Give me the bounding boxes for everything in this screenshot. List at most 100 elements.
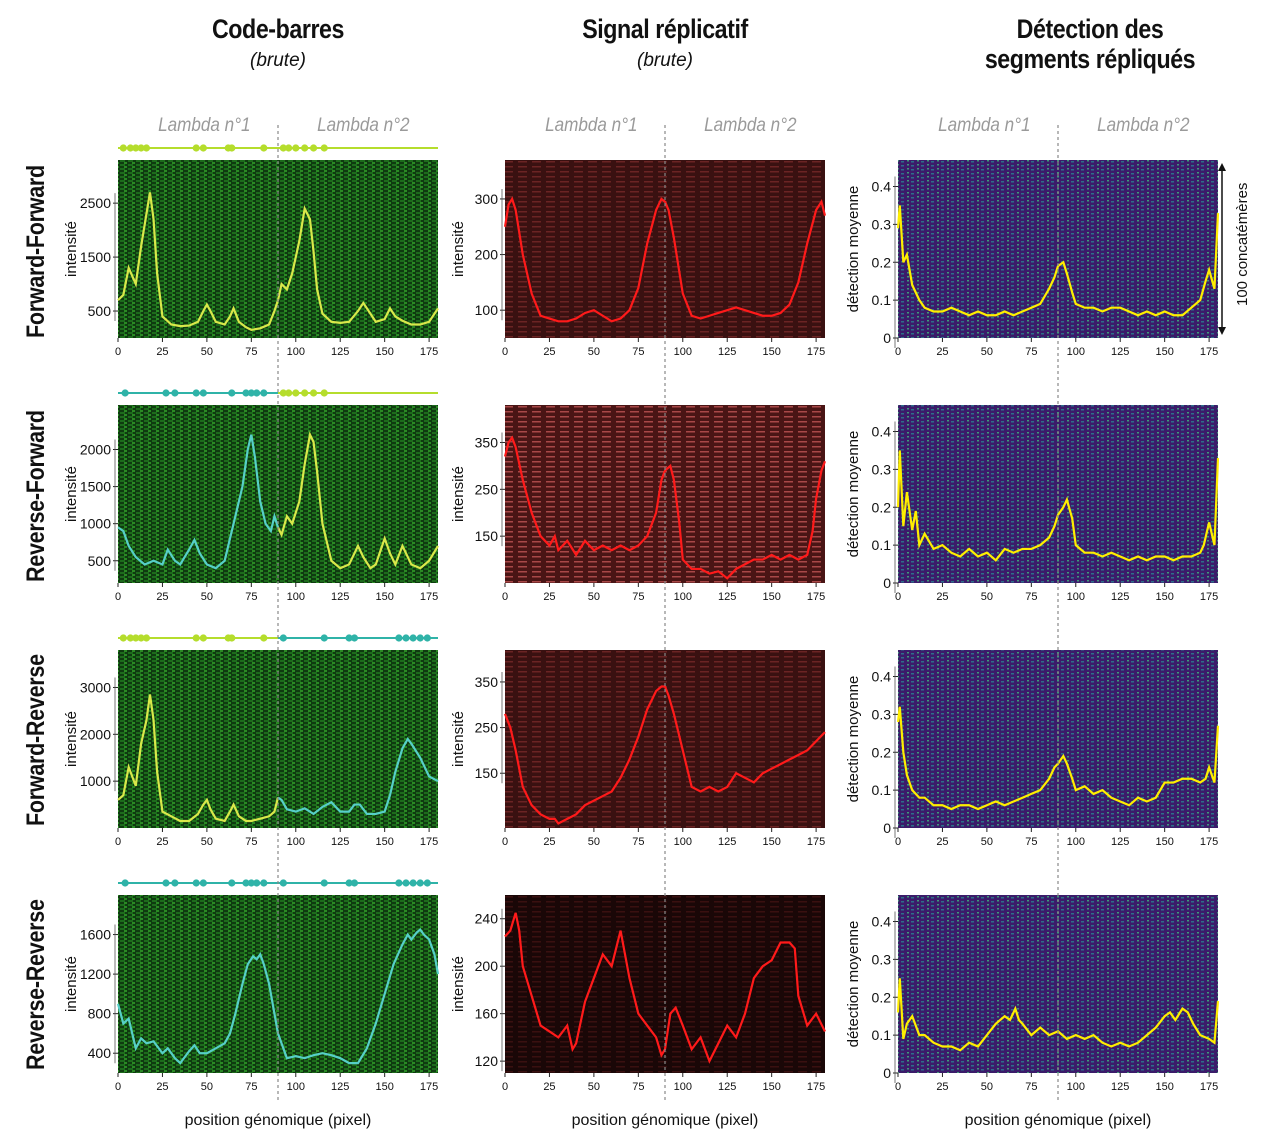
x-tick-label: 150 — [762, 836, 780, 848]
y-tick-label: 0.2 — [872, 254, 892, 270]
orientation-dot — [279, 879, 287, 887]
orientation-dot — [402, 634, 410, 642]
y-tick-label: 400 — [88, 1045, 112, 1061]
x-tick-label: 175 — [1200, 836, 1218, 848]
x-tick-label: 100 — [674, 346, 692, 358]
panel-signal-1: 150 250 350 intensité 0 25 50 75 100 125 150 175 — [450, 405, 827, 603]
y-tick-label: 1000 — [80, 516, 111, 532]
lambda-label-2-signal: Lambda n°2 — [704, 115, 797, 136]
orientation-dot — [320, 144, 328, 152]
x-tick-label: 175 — [420, 1081, 438, 1093]
y-axis-label: intensité — [450, 466, 467, 522]
orientation-dot — [309, 389, 318, 397]
x-tick-label: 100 — [287, 591, 305, 603]
y-tick-label: 2000 — [80, 726, 111, 742]
x-tick-label: 175 — [1200, 591, 1218, 603]
x-tick-label: 50 — [981, 346, 993, 358]
y-tick-label: 0.2 — [872, 989, 892, 1005]
column-title-signal: Signal réplicatif — [582, 14, 748, 44]
y-tick-label: 3000 — [80, 679, 111, 695]
x-tick-label: 150 — [762, 1081, 780, 1093]
column-title-detection-line2: segments répliqués — [984, 44, 1196, 74]
y-axis-label: intensité — [450, 956, 467, 1012]
lambda-label-2-barcode: Lambda n°2 — [317, 115, 410, 136]
x-tick-label: 125 — [718, 836, 736, 848]
y-axis-label: intensité — [450, 221, 467, 277]
y-tick-label: 150 — [475, 765, 499, 781]
orientation-dot — [126, 634, 135, 642]
column-subtitle-barcode: (brute) — [250, 50, 306, 71]
y-tick-label: 0.1 — [872, 537, 892, 553]
row-label-3: Reverse-Reverse — [22, 899, 50, 1070]
x-tick-label: 175 — [807, 346, 825, 358]
orientation-dot — [199, 879, 207, 887]
row-label-2: Forward-Reverse — [22, 654, 50, 826]
y-tick-label: 1500 — [80, 479, 111, 495]
x-tick-label: 0 — [895, 836, 901, 848]
x-tick-label: 175 — [807, 1081, 825, 1093]
y-tick-label: 0.4 — [872, 914, 892, 930]
orientation-dot — [292, 389, 300, 397]
x-tick-label: 125 — [331, 836, 349, 848]
x-tick-label: 50 — [588, 591, 600, 603]
x-tick-label: 0 — [115, 346, 121, 358]
heatmap-barcode — [118, 160, 438, 338]
orientation-dot — [253, 389, 261, 397]
barcode-series-line-right — [277, 431, 439, 570]
lambda-label-1-signal: Lambda n°1 — [545, 115, 638, 136]
x-tick-label: 175 — [420, 836, 438, 848]
y-tick-label: 100 — [475, 302, 499, 318]
y-tick-label: 160 — [475, 1006, 499, 1022]
x-tick-label: 100 — [674, 836, 692, 848]
orientation-dot — [409, 879, 417, 887]
x-tick-label: 100 — [1067, 346, 1085, 358]
orientation-dot — [199, 144, 207, 152]
y-tick-label: 0.2 — [872, 744, 892, 760]
orientation-dot — [119, 144, 127, 152]
column-title-barcode: Code-barres — [211, 14, 345, 44]
orientation-dot — [137, 144, 145, 152]
y-tick-label: 0.4 — [872, 424, 892, 440]
row-label-0: Forward-Forward — [22, 165, 50, 338]
x-tick-label: 75 — [632, 346, 644, 358]
orientation-dot — [192, 634, 200, 642]
x-tick-label: 0 — [895, 346, 901, 358]
x-tick-label: 100 — [287, 1081, 305, 1093]
x-tick-label: 150 — [1155, 1081, 1173, 1093]
y-tick-label: 350 — [475, 674, 499, 690]
orientation-dot — [192, 144, 200, 152]
concatemer-arrow-head-down — [1218, 327, 1226, 335]
orientation-dot — [132, 634, 140, 642]
x-tick-label: 0 — [502, 591, 508, 603]
x-tick-label: 150 — [375, 836, 393, 848]
x-tick-label: 50 — [201, 1081, 213, 1093]
y-tick-label: 0.4 — [872, 669, 892, 685]
x-tick-label: 50 — [201, 836, 213, 848]
x-tick-label: 150 — [1155, 591, 1173, 603]
orientation-dot — [162, 879, 170, 887]
x-tick-label: 25 — [543, 591, 555, 603]
detection-series-line — [896, 205, 1220, 317]
orientation-dot — [423, 634, 431, 642]
y-tick-label: 0.3 — [872, 706, 892, 722]
x-tick-label: 75 — [245, 591, 257, 603]
x-tick-label: 125 — [718, 591, 736, 603]
x-tick-label: 0 — [502, 1081, 508, 1093]
y-tick-label: 500 — [88, 553, 112, 569]
x-tick-label: 0 — [115, 836, 121, 848]
y-tick-label: 240 — [475, 911, 499, 927]
y-tick-label: 0.3 — [872, 216, 892, 232]
orientation-dot — [192, 879, 200, 887]
orientation-dot — [199, 389, 207, 397]
x-tick-label: 50 — [201, 591, 213, 603]
y-tick-label: 120 — [475, 1053, 499, 1069]
barcode-series-line-right — [277, 737, 439, 816]
x-tick-label: 25 — [543, 1081, 555, 1093]
x-tick-label: 50 — [981, 591, 993, 603]
y-tick-label: 250 — [475, 720, 499, 736]
y-axis-label: détection moyenne — [845, 431, 862, 558]
heatmap-barcode — [118, 895, 438, 1073]
